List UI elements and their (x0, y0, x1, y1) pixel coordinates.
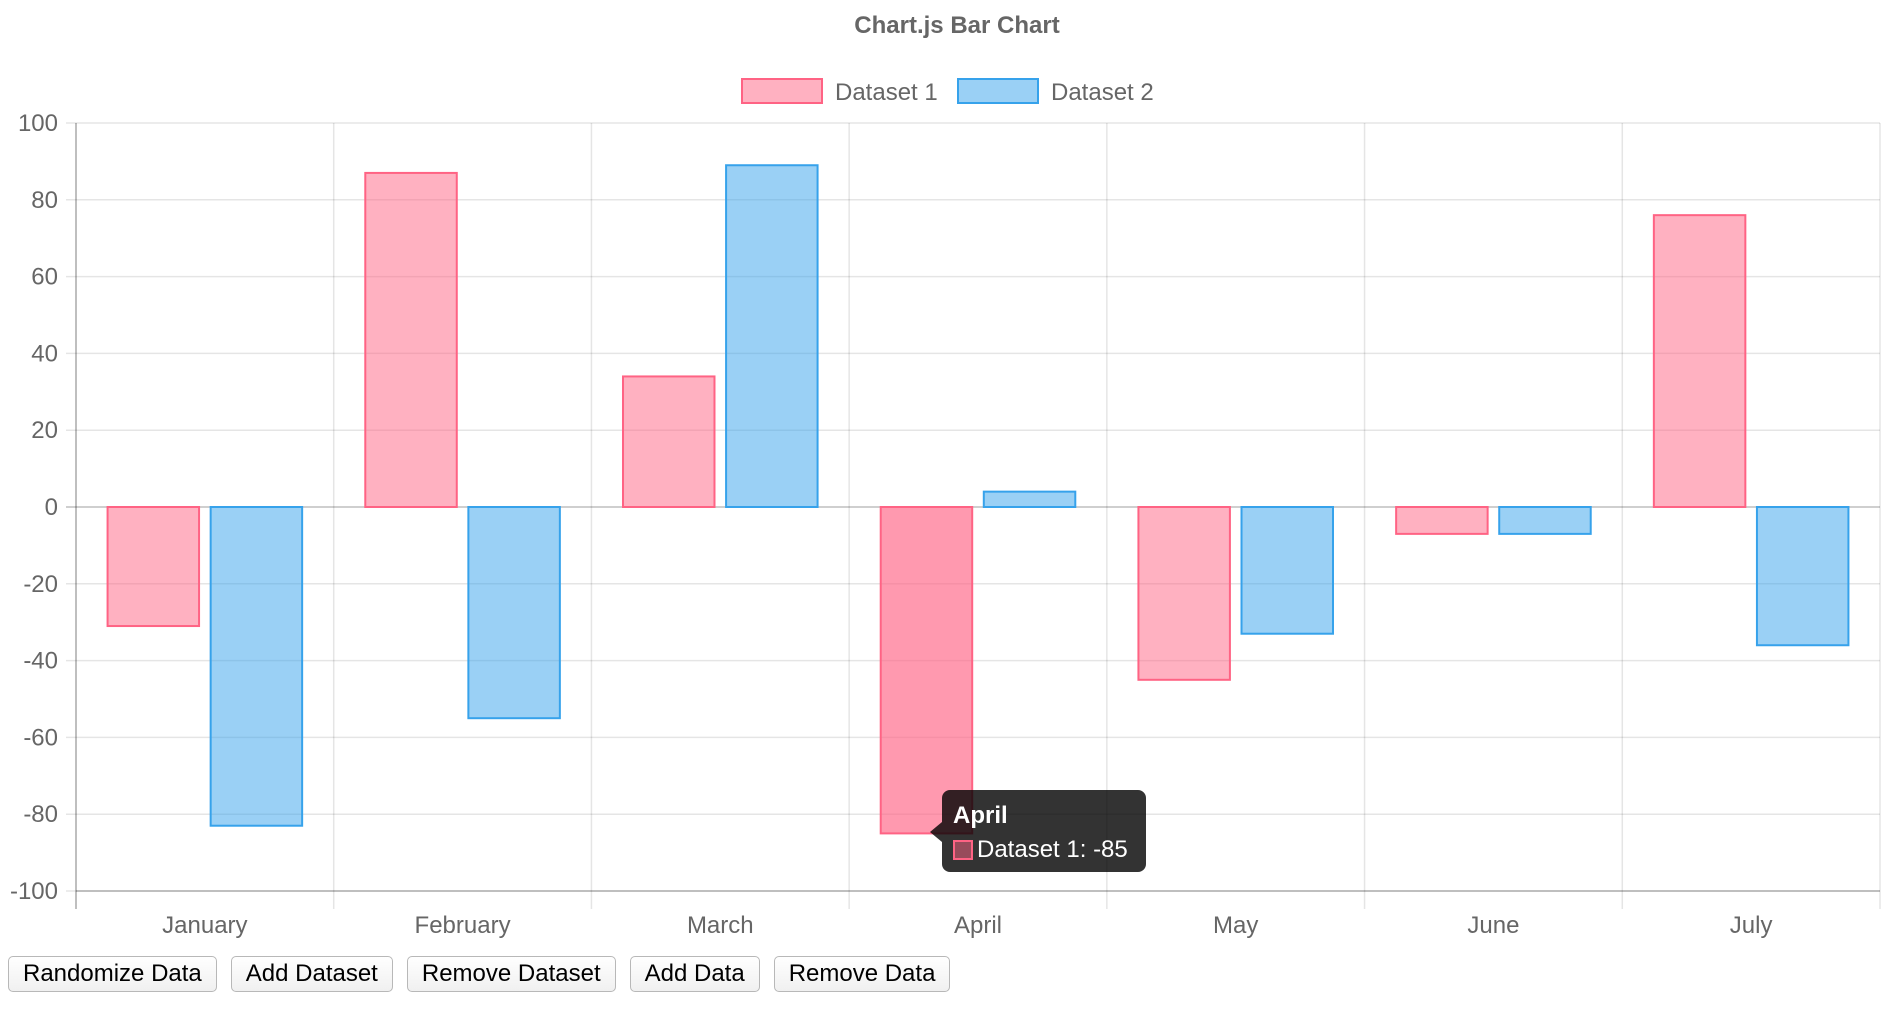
y-tick-label: 0 (45, 494, 58, 521)
chart-controls: Randomize Data Add Dataset Remove Datase… (8, 956, 951, 992)
bar-june-dataset-2[interactable] (1498, 506, 1592, 535)
legend-swatch (741, 78, 823, 104)
bar-february-dataset-1[interactable] (364, 171, 458, 508)
chart-canvas: Chart.js Bar Chart Dataset 1 Dataset 2 10… (10, 12, 1881, 939)
legend-swatch (957, 78, 1039, 104)
remove-dataset-button[interactable]: Remove Dataset (406, 956, 616, 992)
y-tick-label: 20 (31, 417, 58, 444)
y-tick-label: -40 (23, 648, 58, 675)
tooltip-title: April (953, 802, 1008, 829)
y-tick-label: 60 (31, 264, 58, 291)
y-tick-label: 80 (31, 187, 58, 214)
bar-june-dataset-1[interactable] (1395, 506, 1489, 535)
bar-april-dataset-2[interactable] (982, 490, 1077, 509)
x-tick-label: January (162, 912, 247, 939)
chart-tooltip: April Dataset 1: -85 (930, 790, 1146, 872)
x-tick-label: April (954, 912, 1002, 939)
chart-axes: January February March April May June July (75, 123, 1880, 939)
legend-item-1[interactable]: Dataset 1 (741, 78, 938, 106)
bar-january-dataset-2[interactable] (209, 506, 304, 827)
bar-may-dataset-2[interactable] (1240, 506, 1335, 635)
bar-chart: Chart.js Bar Chart Dataset 1 Dataset 2 10… (10, 12, 1881, 939)
y-tick-label: 40 (31, 340, 58, 367)
legend-label: Dataset 2 (1051, 79, 1154, 106)
bar-february-dataset-2[interactable] (467, 506, 561, 720)
randomize-data-button[interactable]: Randomize Data (8, 956, 217, 992)
y-tick-label: 100 (18, 110, 58, 137)
y-tick-label: -100 (10, 878, 58, 905)
chart-title: Chart.js Bar Chart (854, 12, 1059, 39)
bar-july-dataset-1[interactable] (1652, 214, 1747, 508)
tooltip-body-row: Dataset 1: -85 (953, 836, 1135, 864)
x-tick-label: June (1467, 912, 1519, 939)
y-tick-label: -20 (23, 571, 58, 598)
chart-bars (106, 164, 1850, 835)
legend-label: Dataset 1 (835, 79, 938, 106)
y-tick-label: -60 (23, 724, 58, 751)
tooltip-caret (930, 822, 942, 842)
x-tick-label: February (415, 912, 511, 939)
bar-april-dataset-1[interactable] (879, 506, 974, 835)
x-tick-label: July (1730, 912, 1773, 939)
bar-march-dataset-1[interactable] (621, 375, 716, 508)
tooltip-color-swatch (953, 840, 973, 860)
bar-may-dataset-1[interactable] (1137, 506, 1231, 681)
chart-legend[interactable]: Dataset 1 Dataset 2 (741, 78, 1154, 106)
x-tick-label: May (1213, 912, 1258, 939)
add-dataset-button[interactable]: Add Dataset (230, 956, 393, 992)
bar-january-dataset-1[interactable] (106, 506, 201, 628)
remove-data-button[interactable]: Remove Data (773, 956, 951, 992)
x-tick-label: March (687, 912, 754, 939)
bar-july-dataset-2[interactable] (1755, 506, 1850, 647)
y-tick-label: -80 (23, 801, 58, 828)
tooltip-body-text: Dataset 1: -85 (977, 836, 1128, 863)
add-data-button[interactable]: Add Data (629, 956, 760, 992)
bar-march-dataset-2[interactable] (725, 164, 819, 509)
legend-item-2[interactable]: Dataset 2 (957, 78, 1154, 106)
